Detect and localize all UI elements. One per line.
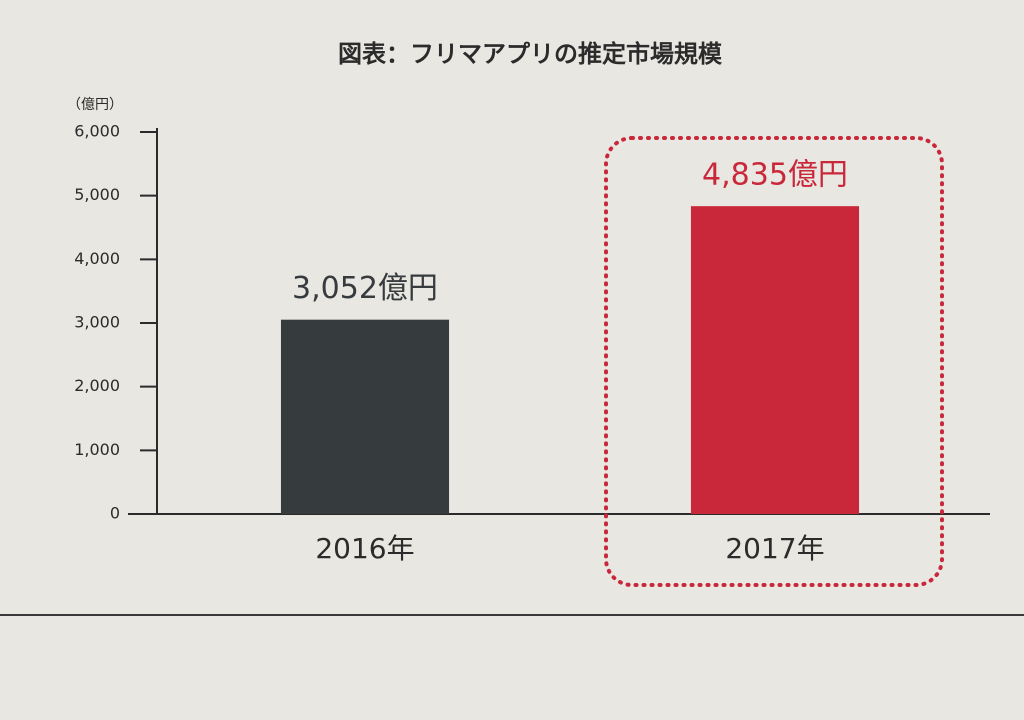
- chart-title: 図表：フリマアプリの推定市場規模: [338, 40, 723, 68]
- bar: [690, 206, 860, 514]
- y-tick-label: 3,000: [74, 313, 120, 332]
- y-tick-label: 1,000: [74, 440, 120, 459]
- highlight-box: [604, 136, 944, 587]
- y-tick-label: 0: [110, 504, 120, 523]
- value-label: 4,835億円: [702, 158, 848, 193]
- y-tick-label: 6,000: [74, 122, 120, 141]
- x-tick-label: 2016年: [315, 532, 414, 565]
- y-tick-label: 5,000: [74, 185, 120, 204]
- value-label: 3,052億円: [292, 271, 438, 306]
- bar: [280, 319, 450, 514]
- y-tick-label: 4,000: [74, 249, 120, 268]
- y-tick-label: 2,000: [74, 376, 120, 395]
- y-unit: （億円）: [67, 97, 123, 113]
- x-tick-label: 2017年: [725, 532, 824, 565]
